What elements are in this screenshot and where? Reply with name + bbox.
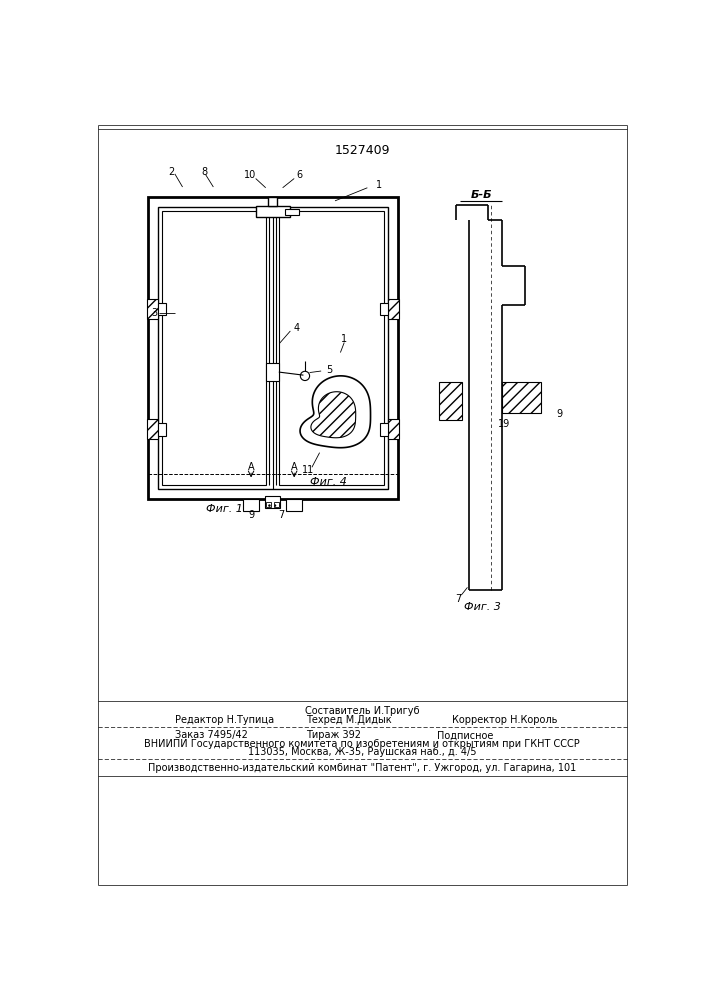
Bar [439, 382, 462, 420]
Text: 6: 6 [296, 170, 303, 180]
Bar [388, 299, 399, 319]
Polygon shape [300, 376, 370, 448]
Text: 4: 4 [293, 323, 300, 333]
Text: 10: 10 [244, 170, 257, 180]
Text: 1527409: 1527409 [334, 144, 390, 157]
Bar [268, 197, 277, 206]
Text: ВНИИПИ Государственного комитета по изобретениям и открытиям при ГКНТ СССР: ВНИИПИ Государственного комитета по изоб… [144, 739, 580, 749]
Text: Производственно-издательский комбинат "Патент", г. Ужгород, ул. Гагарина, 101: Производственно-издательский комбинат "П… [148, 763, 576, 773]
Bar [158, 303, 165, 315]
Text: 5: 5 [326, 365, 332, 375]
Bar [285, 209, 299, 215]
Bar [147, 299, 158, 319]
Text: Б-Б: Б-Б [470, 190, 492, 200]
Text: Составитель И.Тригуб: Составитель И.Тригуб [305, 706, 419, 716]
Bar [380, 303, 388, 315]
Text: Корректор Н.Король: Корректор Н.Король [452, 715, 557, 725]
Text: А: А [291, 462, 298, 472]
Text: 113035, Москва, Ж-35, Раушская наб., д. 4/5: 113035, Москва, Ж-35, Раушская наб., д. … [247, 747, 477, 757]
Text: Редактор Н.Тупица: Редактор Н.Тупица [175, 715, 274, 725]
Text: 1: 1 [341, 334, 347, 344]
Text: 7: 7 [278, 510, 284, 520]
Bar [502, 382, 541, 413]
Bar [265, 496, 281, 508]
Bar [274, 502, 279, 507]
Text: 19: 19 [498, 419, 510, 429]
Bar [279, 211, 385, 485]
Bar [158, 207, 388, 489]
Bar [147, 419, 158, 439]
Text: 1: 1 [376, 180, 382, 190]
Bar [243, 499, 259, 511]
Text: 9: 9 [557, 409, 563, 419]
Text: Подписное: Подписное [437, 730, 493, 740]
Text: 2: 2 [168, 167, 174, 177]
Bar [148, 197, 398, 499]
Text: Фиг. 4: Фиг. 4 [310, 477, 347, 487]
Text: Заказ 7495/42: Заказ 7495/42 [175, 730, 247, 740]
Bar [158, 423, 165, 436]
Text: Фиг. 1: Фиг. 1 [206, 504, 243, 514]
Text: А: А [247, 462, 255, 472]
Bar [267, 363, 279, 381]
Bar [388, 419, 399, 439]
Text: Тираж 392: Тираж 392 [305, 730, 361, 740]
Text: 9: 9 [249, 510, 255, 520]
Text: 11: 11 [302, 465, 314, 475]
Text: 7: 7 [455, 594, 462, 604]
Bar [162, 211, 267, 485]
Text: Техред М.Дидык: Техред М.Дидык [305, 715, 392, 725]
Bar [286, 499, 302, 511]
Bar [380, 423, 388, 436]
Text: 3: 3 [151, 308, 157, 318]
Bar [267, 502, 271, 507]
Text: 8: 8 [201, 167, 207, 177]
Bar [256, 206, 290, 217]
Text: Фиг. 3: Фиг. 3 [464, 602, 501, 612]
Polygon shape [311, 392, 356, 438]
